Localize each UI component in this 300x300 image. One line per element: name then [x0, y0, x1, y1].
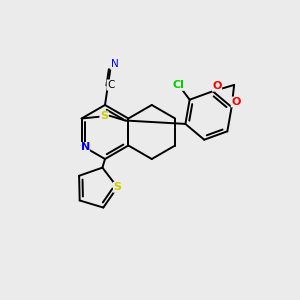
Text: C: C — [107, 80, 115, 90]
Text: O: O — [212, 81, 222, 91]
Text: O: O — [231, 97, 241, 107]
Text: N: N — [111, 59, 118, 69]
Text: S: S — [113, 182, 122, 192]
Text: N: N — [81, 142, 90, 152]
Text: S: S — [100, 111, 108, 121]
Text: Cl: Cl — [173, 80, 185, 90]
